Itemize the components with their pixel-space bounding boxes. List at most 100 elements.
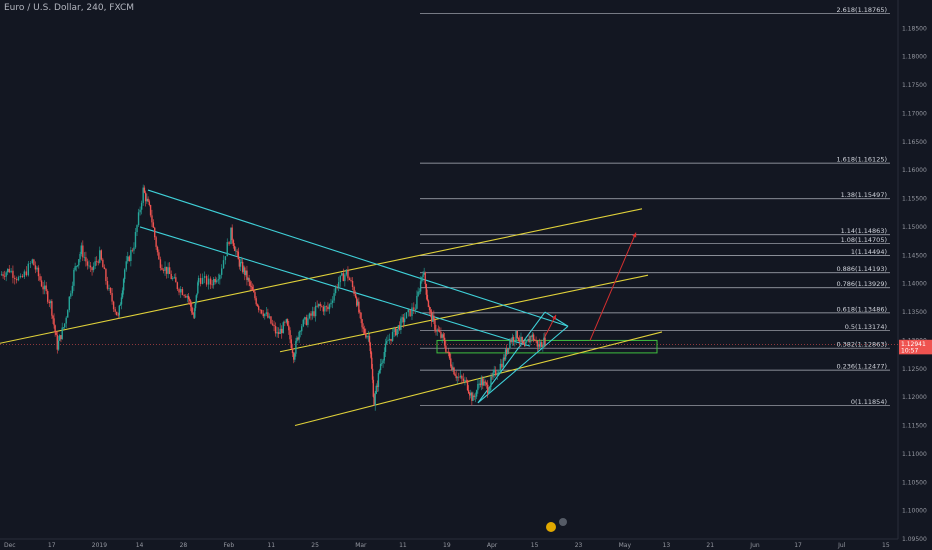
- candle-body: [495, 370, 497, 376]
- candle-body: [397, 325, 400, 329]
- y-tick-label: 1.09500: [902, 536, 927, 543]
- candle-body: [267, 312, 269, 318]
- candle-body: [434, 319, 436, 330]
- candle-body: [432, 315, 434, 322]
- candle-body: [144, 192, 147, 202]
- x-tick-label: 11: [399, 542, 407, 549]
- candle-body: [405, 312, 408, 319]
- fib-level-label: 1(1.14494): [851, 248, 887, 256]
- channel-middle-line: [279, 274, 649, 353]
- candle-body: [534, 340, 536, 342]
- y-tick-label: 1.17000: [902, 110, 927, 117]
- candle-body: [297, 337, 299, 340]
- candle-body: [117, 315, 119, 316]
- candle-body: [156, 246, 159, 253]
- candle-body: [422, 274, 424, 278]
- candle-body: [248, 278, 250, 282]
- candle-body: [498, 371, 500, 374]
- candle-body: [396, 328, 398, 336]
- candle-body: [324, 306, 326, 312]
- candle-body: [271, 323, 274, 325]
- y-tick-label: 1.14500: [902, 252, 927, 259]
- triangle-left-line: [477, 311, 546, 404]
- candle-body: [147, 198, 149, 202]
- candle-body: [37, 267, 40, 277]
- candle-body: [353, 287, 355, 294]
- candle-body: [109, 288, 112, 294]
- candle-body: [354, 293, 357, 298]
- candle-body: [526, 340, 528, 342]
- candle-body: [92, 266, 95, 271]
- candle-body: [85, 257, 87, 262]
- candle-body: [450, 358, 452, 367]
- candle-body: [351, 280, 354, 288]
- candle-body: [386, 341, 388, 344]
- candle-body: [520, 336, 522, 342]
- candle-body: [162, 269, 165, 271]
- candle-body: [288, 325, 290, 331]
- candle-body: [379, 363, 382, 371]
- candle-body: [196, 293, 198, 296]
- candle-body: [414, 308, 417, 310]
- candle-body: [277, 332, 280, 334]
- candle-body: [382, 360, 384, 364]
- candle-body: [482, 378, 484, 386]
- candle-body: [94, 261, 96, 267]
- candle-body: [265, 312, 268, 314]
- candle-body: [137, 212, 140, 226]
- candle-body: [425, 284, 428, 295]
- candle-body: [527, 338, 529, 341]
- candle-body: [209, 278, 212, 285]
- candle-body: [375, 385, 377, 394]
- y-tick-label: 1.10000: [902, 508, 927, 515]
- candle-body: [54, 325, 56, 333]
- candle-body: [190, 300, 192, 307]
- candle-body: [290, 339, 292, 349]
- x-tick-label: Dec: [4, 542, 16, 549]
- candle-body: [345, 269, 348, 275]
- candle-body: [95, 261, 98, 262]
- candle-body: [428, 307, 431, 311]
- candle-body: [108, 288, 110, 289]
- x-tick-label: 21: [706, 542, 714, 549]
- candle-body: [478, 383, 480, 385]
- candle-body: [512, 337, 515, 342]
- candle-body: [448, 352, 451, 359]
- candle-body: [331, 300, 334, 303]
- y-tick-label: 1.14000: [902, 281, 927, 288]
- candle-body: [262, 313, 264, 317]
- candle-body: [50, 301, 52, 304]
- candle-body: [295, 341, 297, 354]
- candle-body: [402, 317, 405, 323]
- candle-body: [205, 276, 208, 285]
- candle-body: [363, 328, 366, 334]
- candle-body: [542, 347, 544, 348]
- candle-body: [502, 357, 505, 368]
- candle-body: [105, 269, 107, 282]
- candle-body: [201, 277, 204, 284]
- candle-body: [409, 309, 411, 317]
- candle-body: [328, 304, 331, 310]
- candle-body: [5, 272, 7, 277]
- candle-body: [68, 296, 70, 311]
- candle-body: [51, 301, 53, 316]
- candle-body: [197, 282, 199, 294]
- candle-body: [308, 313, 311, 319]
- candle-body: [523, 343, 526, 347]
- candle-body: [427, 300, 430, 308]
- candle-body: [249, 281, 251, 286]
- x-tick-label: Jul: [837, 542, 846, 549]
- candle-body: [483, 381, 485, 386]
- candle-body: [245, 270, 247, 275]
- candle-body: [496, 373, 498, 376]
- candle-body: [430, 311, 433, 322]
- fib-level-label: 0.236(1.12477): [836, 363, 887, 371]
- candle-body: [106, 281, 109, 289]
- candle-body: [65, 317, 67, 324]
- candle-body: [458, 377, 460, 378]
- candle-body: [298, 332, 300, 340]
- candle-body: [19, 275, 22, 278]
- candle-body: [400, 318, 402, 330]
- candle-body: [194, 308, 196, 318]
